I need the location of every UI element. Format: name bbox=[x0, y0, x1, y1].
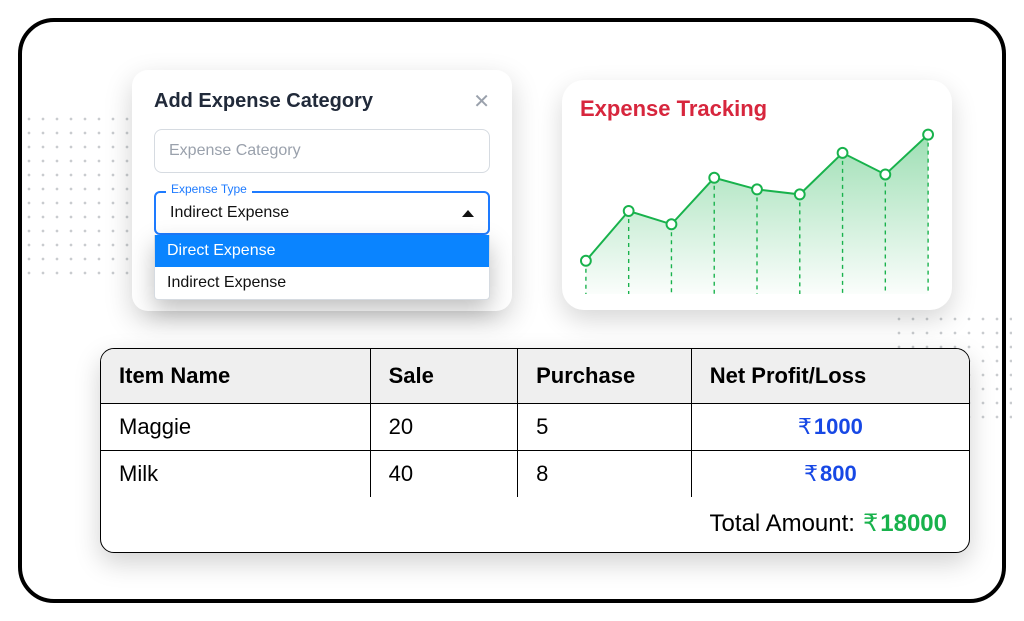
col-header-sale: Sale bbox=[370, 349, 518, 404]
cell-net-profit: ₹1000 bbox=[691, 404, 969, 451]
cell-sale: 40 bbox=[370, 451, 518, 498]
total-amount-value: ₹18000 bbox=[863, 509, 947, 538]
expense-type-select[interactable]: Expense Type Indirect Expense Direct Exp… bbox=[154, 191, 490, 235]
add-expense-category-dialog: Add Expense Category ✕ Expense Type Indi… bbox=[132, 70, 512, 311]
profit-loss-table-card: Item Name Sale Purchase Net Profit/Loss … bbox=[100, 348, 970, 553]
profit-loss-table: Item Name Sale Purchase Net Profit/Loss … bbox=[101, 349, 969, 497]
expense-type-selectbox[interactable]: Indirect Expense bbox=[154, 191, 490, 235]
col-header-item-name: Item Name bbox=[101, 349, 370, 404]
expense-tracking-chart bbox=[580, 122, 934, 300]
total-amount-label: Total Amount: bbox=[710, 510, 855, 538]
chevron-up-icon bbox=[462, 210, 474, 217]
cell-purchase: 8 bbox=[518, 451, 692, 498]
cell-purchase: 5 bbox=[518, 404, 692, 451]
expense-category-input[interactable] bbox=[154, 129, 490, 173]
table-footer: Total Amount: ₹18000 bbox=[101, 497, 969, 552]
app-frame: Add Expense Category ✕ Expense Type Indi… bbox=[18, 18, 1006, 603]
decorative-dots-top-left bbox=[22, 112, 142, 282]
expense-type-label: Expense Type bbox=[166, 182, 252, 196]
col-header-purchase: Purchase bbox=[518, 349, 692, 404]
col-header-net: Net Profit/Loss bbox=[691, 349, 969, 404]
cell-net-profit: ₹800 bbox=[691, 451, 969, 498]
dialog-title: Add Expense Category bbox=[154, 90, 373, 113]
chart-title: Expense Tracking bbox=[580, 96, 934, 122]
cell-item-name: Maggie bbox=[101, 404, 370, 451]
expense-type-option[interactable]: Direct Expense bbox=[155, 235, 489, 267]
expense-tracking-card: Expense Tracking bbox=[562, 80, 952, 310]
expense-type-value: Indirect Expense bbox=[170, 204, 289, 222]
cell-item-name: Milk bbox=[101, 451, 370, 498]
close-icon[interactable]: ✕ bbox=[473, 92, 490, 112]
cell-sale: 20 bbox=[370, 404, 518, 451]
expense-type-option[interactable]: Indirect Expense bbox=[155, 267, 489, 299]
expense-type-dropdown: Direct ExpenseIndirect Expense bbox=[154, 235, 490, 300]
table-row: Milk408₹800 bbox=[101, 451, 969, 498]
table-row: Maggie205₹1000 bbox=[101, 404, 969, 451]
